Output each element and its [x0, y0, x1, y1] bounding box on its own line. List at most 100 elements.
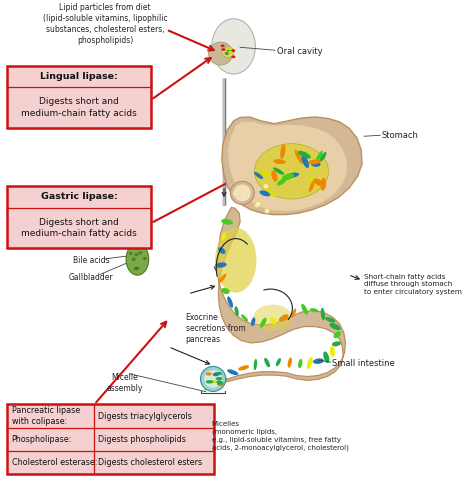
Text: Gastric lipase:: Gastric lipase:	[41, 192, 118, 201]
Ellipse shape	[260, 318, 266, 328]
Ellipse shape	[310, 161, 320, 167]
Ellipse shape	[279, 314, 288, 321]
Ellipse shape	[227, 296, 233, 308]
Polygon shape	[222, 117, 362, 214]
Ellipse shape	[221, 44, 225, 47]
Text: Micelles
(monomeric lipids,
e.g., lipid-soluble vitamins, free fatty
acids, 2-mo: Micelles (monomeric lipids, e.g., lipid-…	[212, 421, 349, 451]
Ellipse shape	[288, 358, 292, 368]
Ellipse shape	[307, 357, 313, 369]
Text: Lipid particles from diet
(lipid-soluble vitamins, lipophilic
substances, choles: Lipid particles from diet (lipid-soluble…	[43, 3, 167, 45]
Ellipse shape	[330, 346, 335, 357]
Ellipse shape	[206, 372, 212, 375]
Ellipse shape	[227, 52, 231, 54]
Ellipse shape	[251, 317, 255, 326]
Ellipse shape	[301, 304, 308, 315]
Text: Digests cholesterol esters: Digests cholesterol esters	[99, 458, 202, 467]
Ellipse shape	[221, 48, 226, 51]
Text: Cholesterol esterase:: Cholesterol esterase:	[11, 458, 97, 467]
Ellipse shape	[291, 308, 296, 318]
Ellipse shape	[309, 176, 316, 186]
Ellipse shape	[255, 203, 260, 208]
Ellipse shape	[218, 247, 226, 254]
Text: Digests phospholipids: Digests phospholipids	[99, 435, 186, 444]
Ellipse shape	[263, 184, 268, 188]
Ellipse shape	[216, 377, 222, 380]
Ellipse shape	[273, 159, 286, 164]
Text: Stomach: Stomach	[382, 131, 419, 140]
Ellipse shape	[277, 178, 286, 186]
Ellipse shape	[334, 331, 341, 338]
Ellipse shape	[216, 380, 222, 384]
Ellipse shape	[201, 366, 226, 391]
Text: Exocrine
secretions from
pancreas: Exocrine secretions from pancreas	[186, 313, 246, 344]
Ellipse shape	[125, 215, 139, 238]
Ellipse shape	[270, 317, 276, 324]
Polygon shape	[228, 122, 347, 211]
Ellipse shape	[323, 351, 329, 363]
Ellipse shape	[282, 174, 294, 180]
Ellipse shape	[276, 358, 281, 366]
Ellipse shape	[221, 232, 226, 241]
Ellipse shape	[143, 257, 147, 260]
FancyBboxPatch shape	[7, 186, 151, 248]
Ellipse shape	[137, 217, 149, 237]
Ellipse shape	[264, 358, 270, 367]
Ellipse shape	[215, 228, 256, 293]
Ellipse shape	[221, 219, 233, 225]
Ellipse shape	[313, 359, 324, 364]
Ellipse shape	[321, 308, 325, 321]
Ellipse shape	[244, 182, 249, 187]
Ellipse shape	[228, 47, 231, 50]
Ellipse shape	[215, 372, 222, 375]
Ellipse shape	[271, 171, 277, 182]
Ellipse shape	[241, 314, 248, 321]
Polygon shape	[137, 231, 139, 246]
Ellipse shape	[313, 179, 324, 186]
Ellipse shape	[298, 359, 302, 368]
Ellipse shape	[246, 188, 250, 192]
Ellipse shape	[273, 167, 284, 175]
Ellipse shape	[231, 49, 235, 52]
Ellipse shape	[238, 365, 249, 371]
Ellipse shape	[255, 144, 328, 199]
Ellipse shape	[136, 267, 139, 270]
Ellipse shape	[280, 144, 285, 159]
FancyBboxPatch shape	[7, 66, 151, 128]
Ellipse shape	[204, 370, 222, 388]
Ellipse shape	[254, 359, 257, 370]
Ellipse shape	[309, 160, 321, 164]
Text: Digests triacylglycerols: Digests triacylglycerols	[99, 412, 192, 420]
Ellipse shape	[319, 152, 327, 162]
Ellipse shape	[228, 51, 232, 54]
Ellipse shape	[210, 380, 217, 383]
Text: Bile acids: Bile acids	[73, 256, 109, 265]
Ellipse shape	[222, 47, 234, 57]
Ellipse shape	[258, 171, 271, 177]
Text: Digests short and
medium-chain fatty acids: Digests short and medium-chain fatty aci…	[21, 97, 137, 118]
Ellipse shape	[320, 178, 326, 190]
Ellipse shape	[134, 267, 137, 270]
Ellipse shape	[126, 243, 149, 275]
Ellipse shape	[135, 253, 138, 256]
Ellipse shape	[225, 52, 229, 55]
Ellipse shape	[209, 42, 233, 65]
Ellipse shape	[241, 192, 246, 196]
Ellipse shape	[215, 262, 227, 268]
Text: Oral cavity: Oral cavity	[277, 47, 323, 55]
Ellipse shape	[287, 173, 299, 178]
Ellipse shape	[245, 187, 250, 192]
Ellipse shape	[217, 381, 224, 385]
Text: Short-chain fatty acids
diffuse through stomach
to enter circulatory system: Short-chain fatty acids diffuse through …	[364, 274, 462, 295]
Ellipse shape	[132, 257, 136, 261]
Ellipse shape	[213, 373, 219, 376]
FancyBboxPatch shape	[7, 404, 214, 474]
Ellipse shape	[332, 341, 341, 347]
Ellipse shape	[217, 383, 224, 386]
Text: Gallbladder: Gallbladder	[68, 272, 113, 281]
Ellipse shape	[243, 187, 248, 192]
Ellipse shape	[217, 375, 228, 381]
Ellipse shape	[295, 150, 302, 164]
Ellipse shape	[253, 305, 292, 331]
Ellipse shape	[227, 369, 238, 375]
Ellipse shape	[256, 201, 261, 206]
